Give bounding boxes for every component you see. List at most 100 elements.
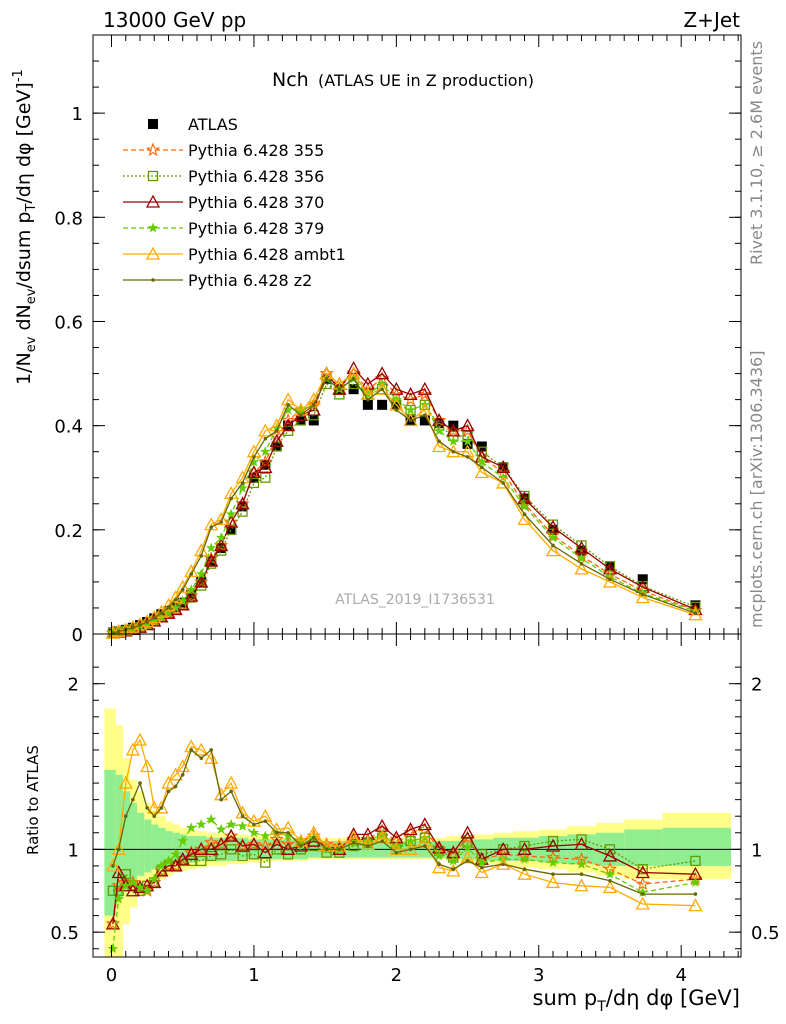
data-point-pythia-6-428-370 <box>214 538 229 552</box>
data-point-pythia-6-428-379 <box>448 435 459 446</box>
ratio-point-pythia-6-428-z2 <box>159 806 164 810</box>
ratio-point-pythia-6-428-356 <box>206 850 217 862</box>
data-point-pythia-6-428-370 <box>258 459 273 473</box>
ratio-point-pythia-6-428-379 <box>120 880 132 891</box>
ratio-y-tick-label: 2 <box>68 675 79 696</box>
ratio-point-pythia-6-428-355 <box>194 841 209 856</box>
legend-marker <box>145 194 161 208</box>
ratio-point-pythia-6-428-z2 <box>394 850 399 855</box>
ratio-point-pythia-6-428-370 <box>235 838 250 852</box>
process-label: Z+Jet <box>683 8 740 32</box>
data-point-pythia-6-428-370 <box>281 418 296 432</box>
ratio-point-pythia-6-428-z2 <box>138 781 142 785</box>
data-point-pythia-6-428-ambt1 <box>545 543 561 557</box>
ratio-stat-band <box>130 802 138 883</box>
ratio-point-pythia-6-428-ambt1 <box>168 767 183 781</box>
ratio-point-pythia-6-428-z2 <box>311 835 316 840</box>
x-axis-label-c: /dη dφ [GeV] <box>606 986 740 1010</box>
ratio-y-tick-label-right: 1 <box>751 840 762 861</box>
ratio-point-pythia-6-428-ambt1 <box>496 856 511 870</box>
legend-label: Pythia 6.428 356 <box>188 167 324 186</box>
ratio-stat-band <box>662 827 732 866</box>
ratio-point-pythia-6-428-379 <box>604 868 616 879</box>
ratio-point-pythia-6-428-z2 <box>640 892 645 896</box>
ratio-stat-band <box>104 769 116 916</box>
data-point-pythia-6-428-379 <box>476 456 488 467</box>
data-point-pythia-6-428-370 <box>306 402 321 416</box>
data-point-pythia-6-428-ambt1 <box>154 604 169 618</box>
legend-label: ATLAS <box>188 115 238 134</box>
data-point-pythia-6-428-z2 <box>337 387 342 391</box>
y-axis-label-h: -1 <box>11 69 26 82</box>
ratio-point-pythia-6-428-z2 <box>608 879 612 883</box>
ratio-point-pythia-6-428-ambt1 <box>105 858 121 872</box>
side-site-label: mcplots.cern.ch [arXiv:1306.3436] <box>747 351 766 628</box>
data-point-pythia-6-428-z2 <box>451 449 456 454</box>
ratio-point-pythia-6-428-z2 <box>380 839 384 843</box>
data-point-pythia-6-428-z2 <box>173 597 178 602</box>
legend-label: Pythia 6.428 370 <box>188 193 324 212</box>
data-point-atlas <box>419 415 430 426</box>
ratio-point-pythia-6-428-370 <box>168 858 183 872</box>
ratio-point-pythia-6-428-355 <box>246 836 262 851</box>
legend: ATLAS Pythia 6.428 355 Pythia 6.428 356 Pyt… <box>123 115 346 290</box>
ratio-stat-band <box>624 829 663 866</box>
ratio-point-pythia-6-428-355 <box>223 828 239 843</box>
ratio-point-pythia-6-428-z2 <box>437 862 441 867</box>
ratio-point-pythia-6-428-z2 <box>551 872 555 876</box>
data-point-pythia-6-428-ambt1 <box>496 475 511 489</box>
data-point-pythia-6-428-370 <box>417 381 432 395</box>
ratio-point-pythia-6-428-ambt1 <box>474 865 489 879</box>
ratio-point-pythia-6-428-z2 <box>189 748 194 752</box>
ratio-y-tick-label-right: 0.5 <box>751 923 780 944</box>
ratio-stat-band <box>158 827 166 868</box>
x-axis-label-a: sum p <box>533 986 598 1010</box>
ratio-point-pythia-6-428-379 <box>177 835 188 846</box>
ratio-point-pythia-6-428-355 <box>105 916 121 930</box>
ratio-point-pythia-6-428-370 <box>224 828 239 842</box>
data-point-pythia-6-428-z2 <box>408 418 413 423</box>
data-point-pythia-6-428-z2 <box>286 403 290 407</box>
ratio-y-tick-label: 1 <box>68 840 79 861</box>
ratio-point-pythia-6-428-356 <box>690 855 701 867</box>
ratio-stat-band <box>172 832 180 865</box>
x-tick-label: 0 <box>106 965 117 986</box>
x-tick-label: 2 <box>391 965 402 986</box>
ratio-plot-panel: 0.5 0.5 1 1 2 2 0 1 2 3 4 Ratio to ATLAS sum pT/dη… <box>24 633 780 1015</box>
ratio-point-pythia-6-428-355 <box>235 838 250 853</box>
data-point-pythia-6-428-379 <box>519 500 530 511</box>
ratio-point-pythia-6-428-379 <box>282 830 294 841</box>
data-point-pythia-6-428-z2 <box>437 439 441 444</box>
ratio-point-pythia-6-428-379 <box>148 873 160 884</box>
data-point-pythia-6-428-355 <box>403 392 418 406</box>
data-point-pythia-6-428-355 <box>417 386 432 401</box>
data-point-pythia-6-428-370 <box>403 387 418 401</box>
data-point-pythia-6-428-z2 <box>324 376 329 381</box>
ratio-point-pythia-6-428-379 <box>519 853 530 864</box>
ratio-point-pythia-6-428-355 <box>280 836 296 851</box>
data-point-pythia-6-428-ambt1 <box>574 561 589 575</box>
ratio-point-pythia-6-428-370 <box>281 841 296 855</box>
data-point-pythia-6-428-ambt1 <box>602 574 618 588</box>
data-point-pythia-6-428-z2 <box>189 572 194 576</box>
legend-label: Pythia 6.428 ambt1 <box>188 245 346 264</box>
data-point-pythia-6-428-z2 <box>138 623 142 627</box>
ratio-point-pythia-6-428-379 <box>107 943 119 954</box>
ratio-point-pythia-6-428-370 <box>111 865 126 879</box>
ratio-point-pythia-6-428-ambt1 <box>147 800 162 814</box>
y-axis-label-b: ev <box>24 336 39 352</box>
data-point-pythia-6-428-z2 <box>351 376 356 381</box>
plot-subtitle: (ATLAS UE in Z production) <box>318 71 534 90</box>
ratio-point-pythia-6-428-370 <box>194 841 209 855</box>
ratio-point-pythia-6-428-379 <box>127 876 139 888</box>
data-point-pythia-6-428-379 <box>260 446 271 457</box>
y-tick-label: 0 <box>72 625 83 646</box>
data-point-pythia-6-428-z2 <box>219 520 223 524</box>
ratio-point-pythia-6-428-z2 <box>522 867 527 872</box>
ratio-point-pythia-6-428-ambt1 <box>635 896 650 910</box>
ratio-stat-band <box>179 834 187 863</box>
ratio-point-pythia-6-428-379 <box>547 857 559 868</box>
data-point-pythia-6-428-370 <box>246 465 262 479</box>
ratio-point-pythia-6-428-356 <box>519 840 530 852</box>
data-point-pythia-6-428-ambt1 <box>175 579 190 593</box>
